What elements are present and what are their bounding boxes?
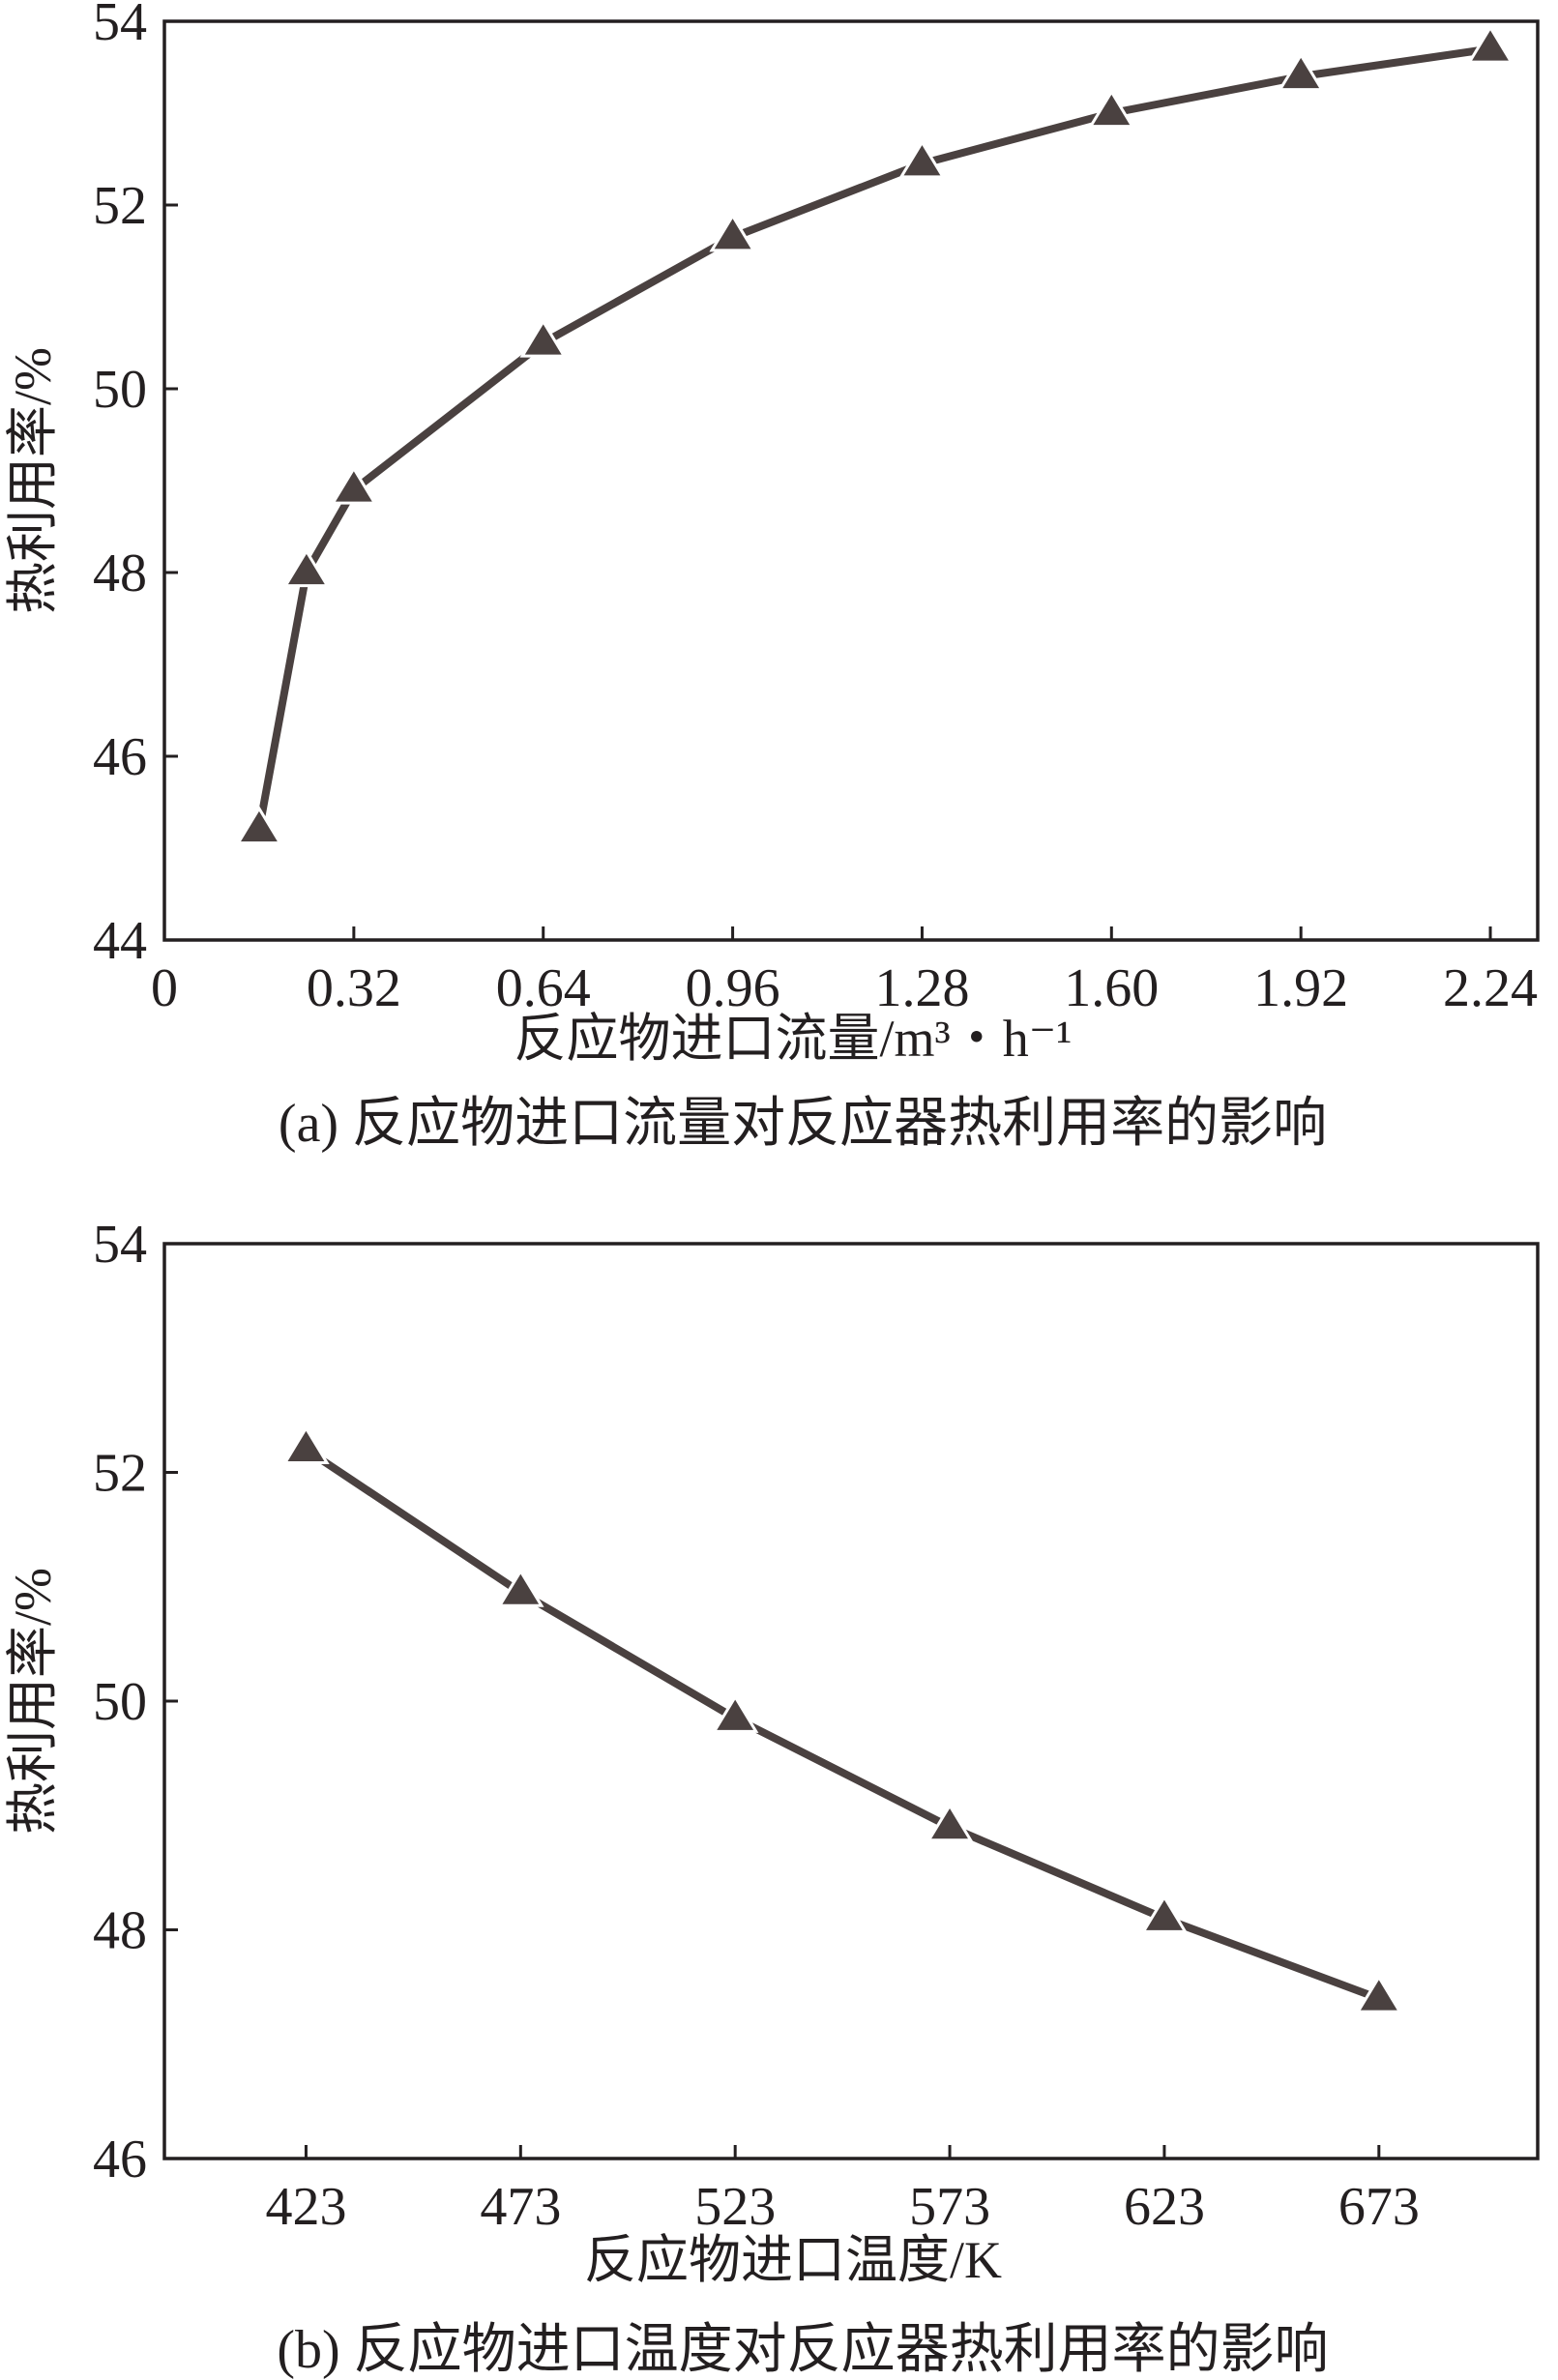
data-point-triangle	[1466, 24, 1514, 64]
x-tick-label: 473	[480, 2177, 561, 2237]
x-tick-label: 0.96	[686, 958, 780, 1018]
x-tick-label: 623	[1124, 2177, 1205, 2237]
data-point-triangle	[926, 1803, 974, 1842]
x-tick-label: 1.28	[874, 958, 969, 1018]
figure-caption: (a) 反应物进口流量对反应器热利用率的影响	[279, 1094, 1327, 1154]
x-axis-label: 反应物进口流量/m³・h⁻¹	[514, 1010, 1073, 1068]
x-tick-label: 1.92	[1253, 958, 1348, 1018]
x-tick-label: 0.64	[496, 958, 591, 1018]
y-tick-label: 54	[93, 1215, 147, 1275]
x-tick-label: 0	[151, 958, 178, 1018]
y-axis-label: 热利用率/%	[4, 347, 62, 614]
y-axis-label: 热利用率/%	[4, 1568, 62, 1835]
data-point-triangle	[1088, 89, 1135, 129]
x-tick-label: 1.60	[1064, 958, 1159, 1018]
plot-frame	[162, 19, 1540, 942]
plot-frame	[162, 1242, 1540, 2160]
data-point-triangle	[330, 465, 378, 505]
y-tick-label: 50	[93, 360, 147, 420]
series-line	[304, 1446, 1381, 2003]
data-point-triangle	[497, 1568, 544, 1607]
data-point-triangle	[519, 318, 567, 358]
y-tick-label: 50	[93, 1672, 147, 1732]
x-tick-label: 673	[1338, 2177, 1420, 2237]
x-tick-label: 523	[694, 2177, 776, 2237]
figure-caption: (b) 反应物进口温度对反应器热利用率的影响	[277, 2320, 1328, 2380]
panel-b-line-chart: 46 48 50 52 54 423 473 523 573 623 673 反应物进口温度/K 热利用…	[4, 1215, 1540, 2380]
y-tick-label: 54	[93, 0, 147, 52]
data-point-triangle	[711, 1693, 759, 1733]
y-tick-label: 46	[93, 2130, 147, 2189]
y-tick-label: 52	[93, 176, 147, 236]
data-point-triangle	[1140, 1894, 1189, 1933]
data-point-triangle	[1277, 52, 1325, 92]
data-point-triangle	[709, 213, 756, 252]
y-tick-label: 52	[93, 1444, 147, 1504]
data-point-triangle	[282, 1425, 330, 1464]
x-tick-label: 573	[909, 2177, 990, 2237]
y-tick-label: 44	[93, 911, 147, 971]
data-point-triangle	[235, 806, 283, 845]
data-point-triangle	[898, 139, 946, 179]
y-tick-label: 48	[93, 1901, 147, 1961]
y-tick-label: 48	[93, 544, 147, 603]
x-tick-label: 2.24	[1443, 958, 1538, 1018]
y-tick-label: 46	[93, 727, 147, 787]
x-tick-label: 423	[265, 2177, 346, 2237]
panel-a-line-chart: 44 46 48 50 52 54 0 0.32 0.64 0.96 1.28 1.60 1.92 2.2…	[4, 0, 1540, 1154]
data-point-triangle	[282, 548, 331, 588]
series-line	[254, 44, 1491, 831]
data-point-triangle	[1355, 1974, 1403, 2013]
x-tick-label: 0.32	[307, 958, 401, 1018]
x-axis-label: 反应物进口温度/K	[584, 2231, 1002, 2289]
